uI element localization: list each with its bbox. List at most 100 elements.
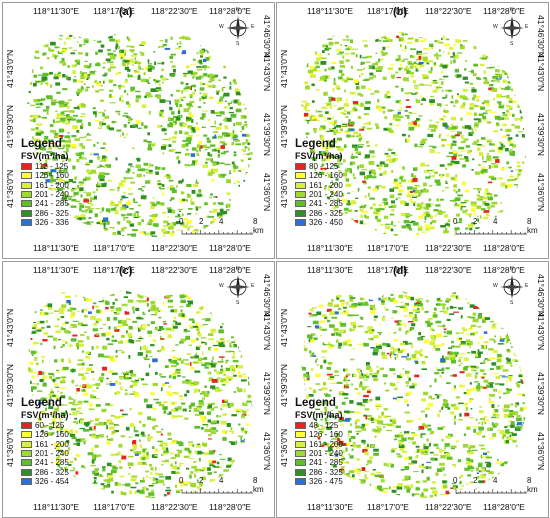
forest-pixel bbox=[196, 450, 202, 455]
forest-pixel bbox=[185, 330, 190, 332]
forest-pixel bbox=[45, 159, 48, 163]
forest-pixel bbox=[512, 54, 518, 57]
forest-pixel bbox=[492, 76, 498, 79]
forest-pixel bbox=[99, 496, 104, 498]
forest-pixel bbox=[324, 68, 327, 72]
forest-pixel bbox=[477, 147, 481, 152]
forest-pixel bbox=[257, 192, 260, 194]
forest-pixel bbox=[434, 124, 438, 129]
forest-pixel bbox=[84, 315, 88, 318]
forest-pixel bbox=[530, 173, 533, 176]
forest-pixel bbox=[100, 295, 106, 297]
forest-pixel bbox=[453, 153, 458, 157]
forest-pixel bbox=[142, 477, 145, 481]
top-coordinate-label: 118°28′0″E bbox=[209, 265, 251, 275]
forest-pixel bbox=[239, 69, 245, 71]
forest-pixel bbox=[178, 180, 183, 184]
forest-pixel bbox=[195, 212, 198, 215]
forest-pixel bbox=[158, 329, 162, 332]
forest-pixel bbox=[462, 76, 468, 80]
forest-pixel bbox=[108, 370, 114, 373]
forest-pixel bbox=[88, 171, 92, 175]
forest-pixel bbox=[368, 170, 372, 175]
forest-pixel bbox=[166, 173, 170, 177]
forest-pixel bbox=[104, 78, 106, 82]
forest-pixel bbox=[422, 74, 427, 77]
forest-pixel bbox=[122, 132, 124, 136]
forest-pixel bbox=[127, 177, 134, 179]
forest-pixel bbox=[119, 49, 126, 53]
forest-pixel bbox=[486, 31, 493, 32]
forest-pixel bbox=[303, 59, 307, 62]
forest-pixel bbox=[407, 225, 412, 230]
forest-pixel bbox=[376, 426, 381, 428]
forest-pixel bbox=[185, 335, 190, 340]
forest-pixel bbox=[110, 306, 115, 309]
forest-pixel bbox=[322, 233, 326, 235]
forest-pixel bbox=[64, 135, 71, 139]
forest-pixel bbox=[73, 114, 78, 117]
legend-title: Legend bbox=[295, 138, 336, 150]
forest-pixel bbox=[402, 31, 406, 32]
forest-pixel bbox=[111, 430, 116, 434]
legend-item: 241 - 285 bbox=[295, 199, 343, 208]
forest-pixel bbox=[126, 290, 132, 294]
forest-pixel bbox=[450, 116, 456, 121]
forest-pixel bbox=[254, 128, 259, 131]
forest-pixel bbox=[131, 380, 135, 382]
forest-pixel bbox=[338, 163, 344, 165]
forest-pixel bbox=[238, 65, 242, 70]
forest-pixel bbox=[373, 172, 376, 176]
forest-pixel bbox=[429, 101, 434, 106]
forest-pixel bbox=[461, 140, 466, 144]
legend-item: 241 - 285 bbox=[21, 458, 69, 467]
forest-pixel bbox=[254, 293, 257, 295]
forest-pixel bbox=[351, 48, 358, 50]
forest-pixel bbox=[389, 188, 395, 192]
forest-pixel bbox=[94, 81, 101, 84]
forest-pixel bbox=[99, 164, 102, 168]
forest-pixel bbox=[75, 293, 78, 297]
forest-pixel bbox=[435, 204, 441, 207]
forest-pixel bbox=[139, 489, 144, 494]
forest-pixel bbox=[45, 407, 47, 411]
forest-pixel bbox=[442, 122, 448, 127]
forest-pixel bbox=[514, 184, 520, 186]
forest-pixel bbox=[342, 39, 348, 41]
forest-pixel bbox=[471, 169, 474, 171]
forest-pixel bbox=[476, 188, 482, 191]
forest-pixel bbox=[360, 94, 364, 97]
forest-pixel bbox=[228, 441, 233, 444]
forest-pixel bbox=[205, 161, 208, 164]
forest-pixel bbox=[184, 329, 188, 332]
forest-pixel bbox=[179, 464, 182, 467]
forest-pixel bbox=[53, 76, 59, 80]
forest-pixel bbox=[32, 324, 38, 329]
forest-pixel bbox=[244, 469, 249, 472]
legend-item: 286 - 325 bbox=[21, 208, 69, 218]
forest-pixel bbox=[97, 40, 102, 43]
forest-pixel bbox=[401, 133, 406, 137]
forest-pixel bbox=[198, 482, 204, 486]
forest-pixel bbox=[137, 326, 139, 329]
forest-pixel bbox=[48, 372, 54, 375]
forest-pixel bbox=[229, 199, 231, 201]
forest-pixel bbox=[212, 479, 216, 482]
forest-pixel bbox=[183, 455, 190, 458]
forest-pixel bbox=[43, 240, 46, 243]
forest-pixel bbox=[67, 493, 74, 495]
forest-pixel bbox=[342, 198, 347, 203]
forest-pixel bbox=[328, 98, 332, 103]
forest-pixel bbox=[164, 175, 167, 178]
forest-pixel bbox=[431, 175, 435, 178]
forest-pixel bbox=[135, 379, 139, 382]
forest-pixel bbox=[391, 152, 396, 154]
forest-pixel bbox=[145, 232, 151, 236]
forest-pixel bbox=[146, 404, 153, 409]
legend-item: 126 - 160 bbox=[21, 430, 69, 439]
forest-pixel bbox=[301, 40, 305, 43]
forest-pixel bbox=[407, 61, 413, 65]
forest-pixel bbox=[379, 31, 382, 33]
forest-pixel bbox=[138, 65, 141, 70]
